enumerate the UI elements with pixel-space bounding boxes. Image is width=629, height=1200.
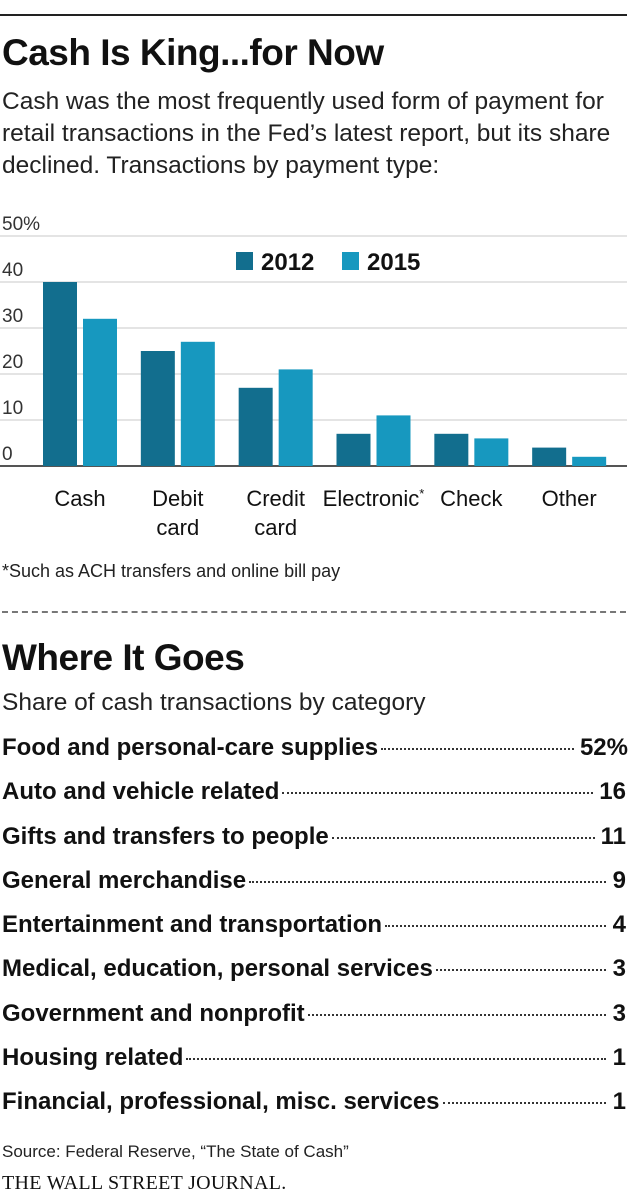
source-note: Source: Federal Reserve, “The State of C… [2, 1142, 349, 1161]
chart-subtitle: Cash was the most frequently used form o… [2, 88, 611, 179]
bar-2015 [474, 438, 509, 466]
x-tick-label: Other [542, 486, 597, 511]
dashed-divider [2, 611, 626, 613]
category-label: Auto and vehicle related [2, 778, 280, 806]
dot-leader [331, 836, 595, 839]
category-value: 52% [579, 734, 628, 761]
category-value: 1 [612, 1088, 626, 1116]
bar-2012 [532, 447, 567, 466]
chart-title: Cash Is King...for Now [2, 32, 384, 73]
dot-leader [307, 1013, 606, 1016]
list-item: Housing related 1 [2, 1044, 626, 1088]
category-label: Medical, education, personal services [2, 955, 433, 983]
category-label: General merchandise [2, 866, 247, 894]
bar-2012 [238, 387, 273, 466]
list-item: Medical, education, personal services 3 [2, 955, 626, 999]
top-rule [0, 14, 627, 16]
bar-2015 [278, 369, 313, 466]
dot-leader [442, 1102, 606, 1105]
category-label: Food and personal-care supplies [2, 734, 379, 761]
y-tick-label: 10 [2, 398, 23, 419]
category-list: Food and personal-care supplies 52% Auto a… [2, 734, 628, 1133]
bar-2015 [376, 415, 411, 466]
list-item: Entertainment and transportation 4 [2, 911, 626, 955]
section-title: Where It Goes [2, 637, 245, 678]
publisher-logo: THE WALL STREET JOURNAL. [2, 1172, 287, 1194]
x-tick-label: Cash [54, 486, 105, 511]
category-value: 1 [612, 1044, 626, 1072]
legend-swatch-2012 [236, 252, 253, 270]
section-subtitle: Share of cash transactions by category [2, 689, 426, 716]
y-tick-label: 50% [2, 214, 40, 235]
x-tick-label: Credit [246, 486, 305, 511]
list-item: Financial, professional, misc. services 1 [2, 1088, 626, 1132]
y-tick-label: 20 [2, 352, 23, 373]
y-tick-label: 30 [2, 306, 23, 327]
category-label: Housing related [2, 1044, 184, 1072]
category-value: 4 [612, 911, 626, 939]
footnote: *Such as ACH transfers and online bill p… [2, 561, 341, 581]
list-item: Gifts and transfers to people 11 [2, 823, 626, 867]
y-tick-label: 40 [2, 260, 23, 281]
y-tick-label: 0 [2, 444, 13, 465]
category-label: Entertainment and transportation [2, 911, 383, 939]
dot-leader [435, 969, 606, 972]
dot-leader [381, 748, 574, 750]
category-value: 11 [600, 822, 626, 850]
bar-2012 [434, 433, 469, 466]
list-item: Food and personal-care supplies 52% [2, 734, 628, 778]
category-value: 16 [599, 778, 626, 806]
bar-2015 [572, 456, 607, 466]
bar-2012 [140, 351, 175, 466]
dot-leader [186, 1058, 606, 1061]
category-value: 3 [612, 955, 626, 983]
bar-2012 [336, 433, 371, 466]
bar-2015 [180, 341, 215, 466]
category-value: 9 [612, 866, 626, 894]
x-tick-label: Debit [152, 486, 203, 511]
list-item: Government and nonprofit 3 [2, 1000, 626, 1044]
legend-swatch-2015 [342, 252, 359, 270]
list-item: General merchandise 9 [2, 867, 626, 911]
bar-chart: 0 10 20 30 40 50% Cash Debit card Credit card Elect… [0, 214, 627, 540]
x-tick-label: card [156, 515, 199, 540]
category-label: Gifts and transfers to people [2, 822, 329, 850]
dot-leader [249, 880, 606, 883]
list-item: Auto and vehicle related 16 [2, 778, 626, 822]
legend-label: 2015 [367, 249, 420, 276]
bar-2015 [83, 318, 117, 466]
x-tick-label: Check [440, 486, 503, 511]
category-label: Government and nonprofit [2, 999, 305, 1027]
x-tick-label: card [254, 515, 297, 540]
legend-label: 2012 [261, 249, 314, 276]
dot-leader [385, 925, 606, 928]
bar-2012 [43, 282, 77, 466]
dot-leader [282, 792, 594, 795]
x-tick-label: Electronic* [323, 486, 425, 511]
category-value: 3 [612, 999, 626, 1027]
category-label: Financial, professional, misc. services [2, 1088, 440, 1116]
